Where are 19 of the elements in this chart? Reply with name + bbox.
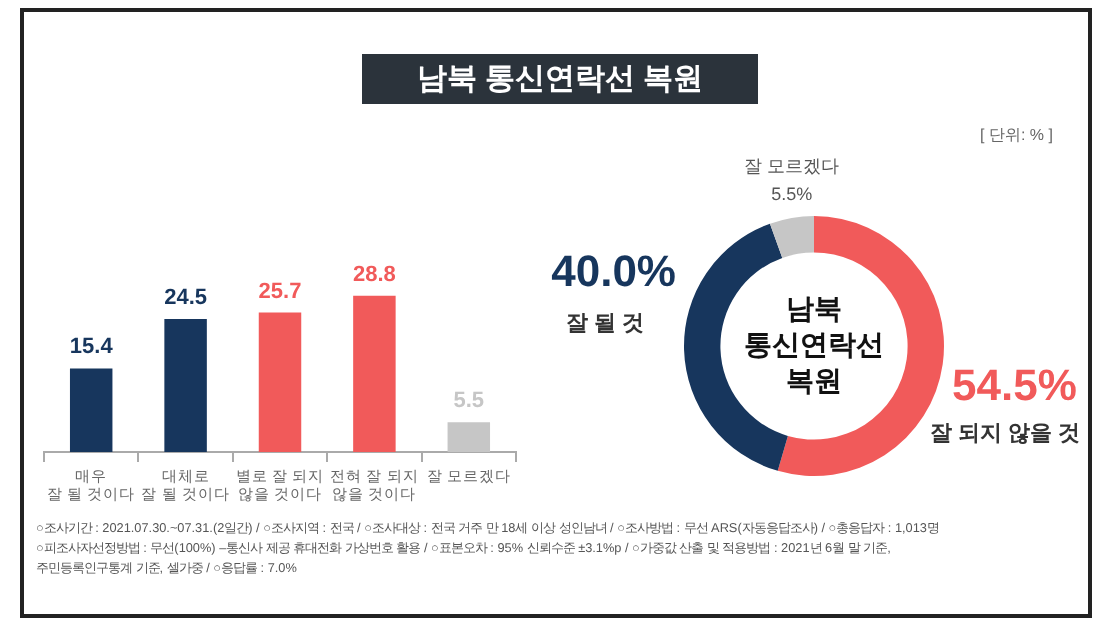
data-label: 24.5	[164, 286, 208, 311]
data-label: 5.5	[453, 389, 485, 414]
data-label: 54.5%	[952, 360, 1077, 411]
data-label: 25.7	[258, 279, 302, 304]
bar	[164, 318, 207, 452]
bar	[447, 422, 491, 452]
text: [ 단위: % ]	[980, 124, 1053, 146]
slice-label: 잘 되지 않을 것	[929, 422, 1080, 447]
slice-label: 잘 될 것	[565, 312, 644, 337]
text: 남북 통신연락선 복원	[744, 291, 884, 396]
data-label: 40.0%	[551, 246, 676, 297]
data-label: 5.5%	[771, 184, 813, 204]
chart-title: 남북 통신연락선 복원	[362, 54, 758, 104]
bar	[258, 312, 302, 452]
bar	[69, 368, 113, 452]
slice-label: 잘 모르겠다	[744, 156, 840, 176]
bar	[353, 295, 396, 452]
data-label: 15.4	[69, 335, 115, 360]
data-label: 28.8	[352, 262, 396, 287]
